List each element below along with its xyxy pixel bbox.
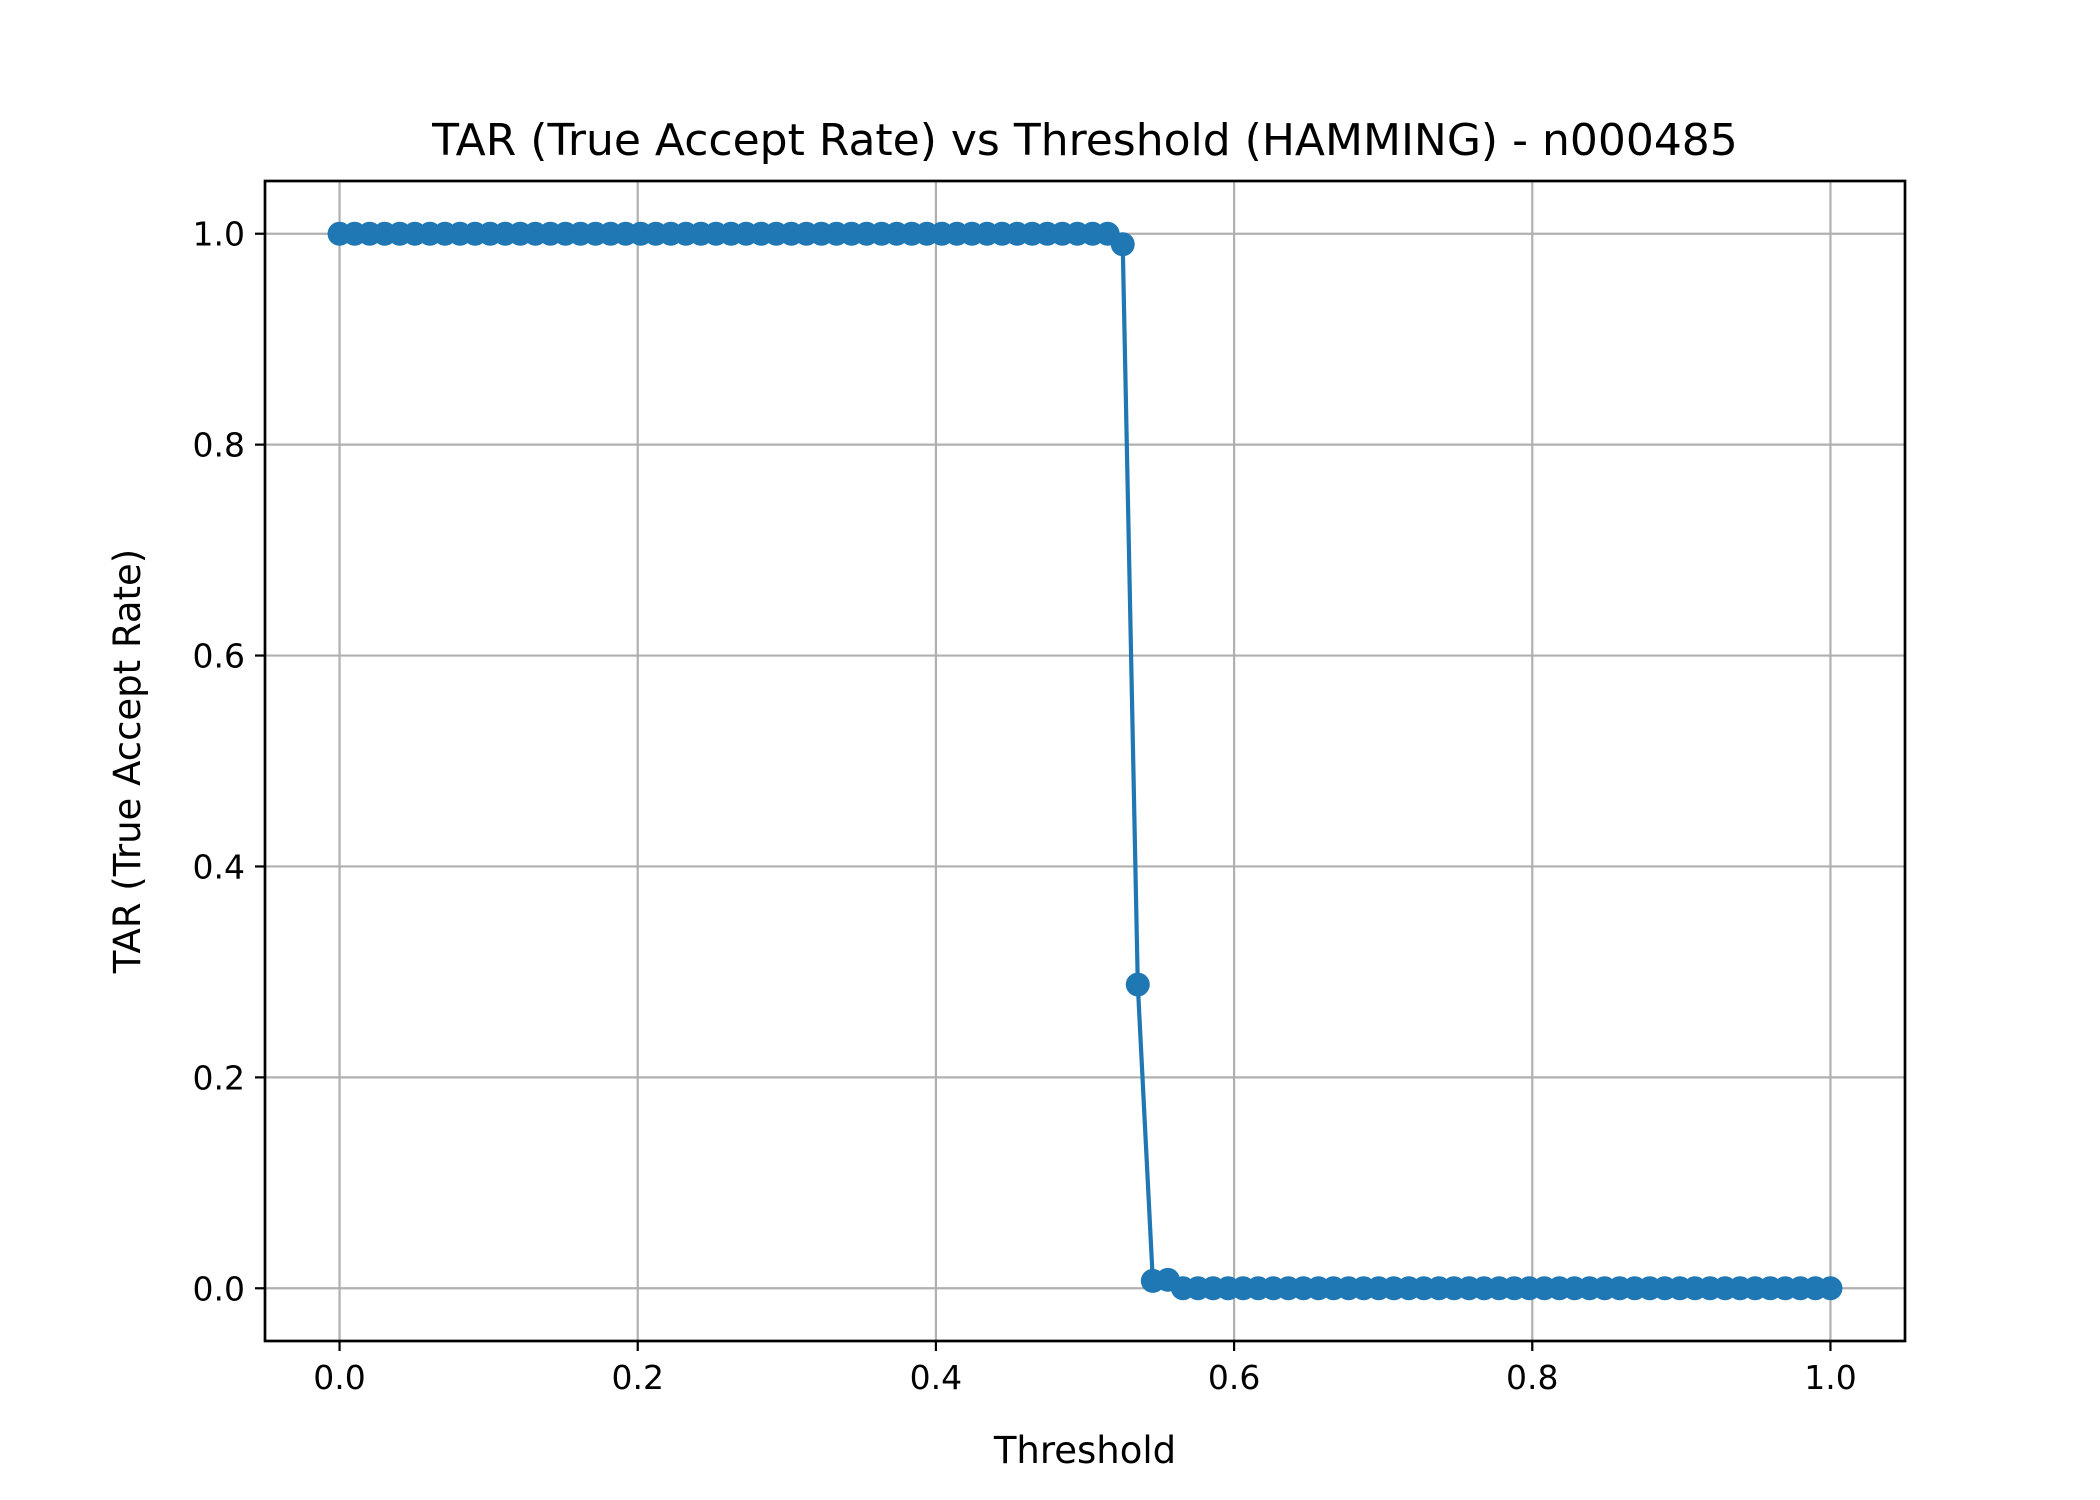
y-tick-label: 0.8 <box>193 426 245 465</box>
data-point <box>1818 1276 1843 1301</box>
chart-title: TAR (True Accept Rate) vs Threshold (HAM… <box>431 115 1738 166</box>
series-layer <box>327 221 1843 1301</box>
grid-lines <box>265 181 1905 1341</box>
y-tick-label: 0.6 <box>193 637 245 676</box>
series-line <box>339 231 1831 1291</box>
x-tick-label: 0.4 <box>910 1358 962 1397</box>
x-tick-label: 1.0 <box>1804 1358 1856 1397</box>
y-axis-ticks: 0.0 0.2 0.4 0.6 0.8 1.0 <box>193 215 265 1308</box>
y-tick-label: 0.2 <box>193 1058 245 1097</box>
x-tick-label: 0.0 <box>313 1358 365 1397</box>
y-tick-label: 0.4 <box>193 847 245 886</box>
y-axis-label: TAR (True Accept Rate) <box>106 549 149 974</box>
x-tick-label: 0.6 <box>1208 1358 1260 1397</box>
x-axis-ticks: 0.0 0.2 0.4 0.6 0.8 1.0 <box>313 1341 1857 1397</box>
x-tick-label: 0.2 <box>611 1358 663 1397</box>
data-point <box>1110 232 1135 257</box>
y-tick-label: 0.0 <box>193 1269 245 1308</box>
x-tick-label: 0.8 <box>1506 1358 1558 1397</box>
data-point <box>1125 972 1150 997</box>
x-axis-label: Threshold <box>993 1429 1176 1472</box>
plot-frame <box>263 179 1907 1343</box>
y-tick-label: 1.0 <box>193 215 245 254</box>
